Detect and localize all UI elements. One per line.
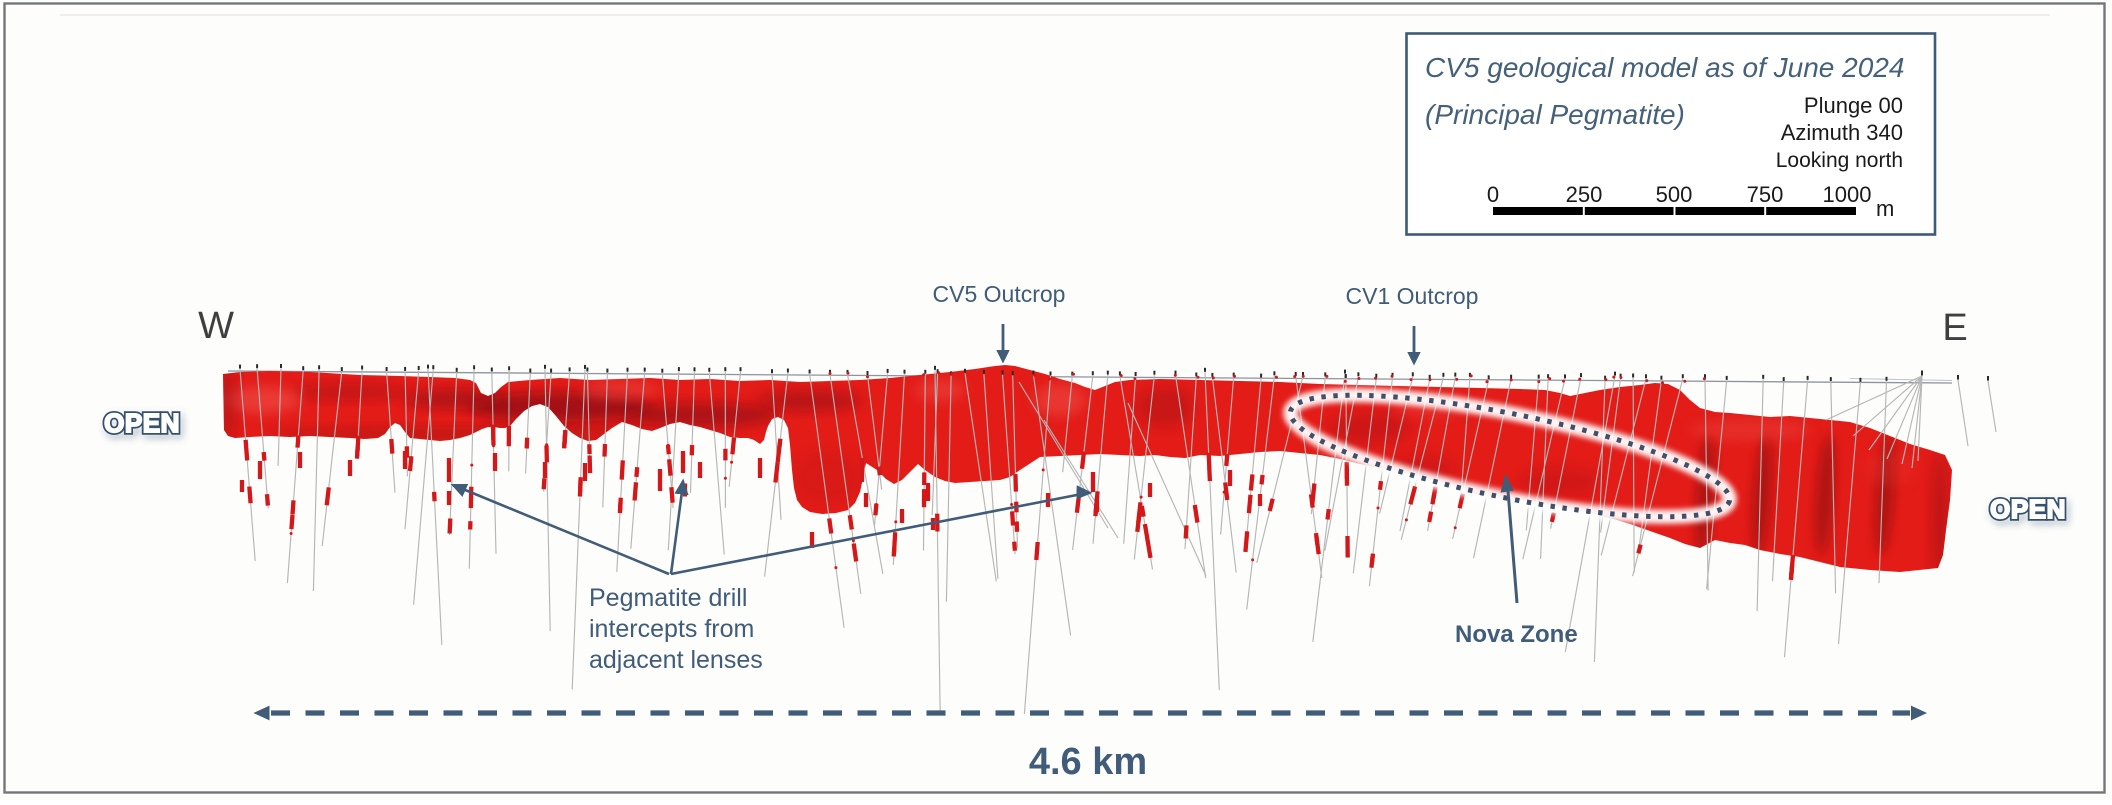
svg-text:(Principal Pegmatite): (Principal Pegmatite) xyxy=(1425,99,1685,130)
svg-text:CV5 Outcrop: CV5 Outcrop xyxy=(933,281,1066,307)
svg-text:Nova Zone: Nova Zone xyxy=(1455,621,1578,648)
svg-text:Plunge 00: Plunge 00 xyxy=(1804,93,1903,118)
svg-text:Looking north: Looking north xyxy=(1776,149,1903,172)
svg-text:adjacent lenses: adjacent lenses xyxy=(589,646,763,674)
svg-text:Azimuth 340: Azimuth 340 xyxy=(1781,120,1903,145)
svg-text:E: E xyxy=(1942,307,1967,349)
svg-text:W: W xyxy=(198,305,234,347)
svg-text:1000: 1000 xyxy=(1823,182,1872,207)
svg-text:m: m xyxy=(1876,196,1894,221)
svg-text:750: 750 xyxy=(1747,182,1784,207)
svg-text:CV5 geological model as of Jun: CV5 geological model as of June 2024 xyxy=(1425,52,1904,83)
svg-text:intercepts from: intercepts from xyxy=(589,615,754,643)
svg-text:4.6 km: 4.6 km xyxy=(1029,741,1147,783)
svg-text:OPEN: OPEN xyxy=(104,408,180,438)
svg-text:0: 0 xyxy=(1487,182,1499,207)
svg-text:500: 500 xyxy=(1656,182,1693,207)
svg-text:OPEN: OPEN xyxy=(1990,494,2066,524)
svg-text:250: 250 xyxy=(1566,182,1603,207)
svg-text:Pegmatite drill: Pegmatite drill xyxy=(589,584,747,612)
svg-text:CV1 Outcrop: CV1 Outcrop xyxy=(1346,283,1479,309)
